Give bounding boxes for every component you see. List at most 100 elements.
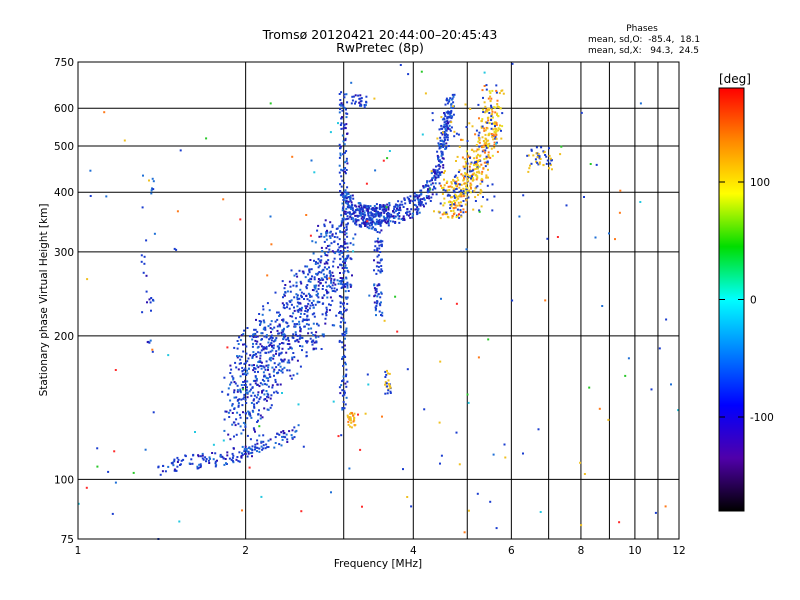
scatter-point [150, 309, 152, 312]
scatter-point [231, 459, 234, 462]
scatter-point [359, 204, 362, 206]
scatter-point [325, 238, 328, 241]
scatter-point [344, 189, 347, 192]
scatter-point [323, 275, 326, 278]
scatter-point [343, 212, 346, 215]
scatter-point [262, 347, 265, 350]
scatter-point [343, 226, 346, 229]
scatter-point [307, 279, 310, 282]
scatter-point [340, 251, 343, 254]
scatter-point [284, 284, 287, 286]
scatter-point [382, 159, 385, 162]
scatter-point [283, 432, 286, 434]
scatter-point [375, 314, 377, 317]
scatter-point [339, 295, 342, 298]
scatter-point [314, 241, 317, 244]
scatter-point [343, 270, 346, 273]
scatter-point [227, 387, 230, 390]
scatter-point [440, 150, 443, 153]
scatter-point [386, 203, 389, 206]
x-tick-label: 6 [508, 545, 515, 557]
scatter-point [364, 221, 367, 224]
scatter-point [341, 357, 343, 360]
scatter-point [251, 451, 254, 454]
scatter-point [348, 212, 351, 214]
scatter-point [199, 465, 202, 467]
scatter-point [324, 219, 327, 222]
scatter-point [425, 195, 428, 197]
scatter-point [249, 452, 252, 455]
scatter-point [459, 193, 462, 196]
scatter-point [295, 281, 298, 284]
scatter-point [382, 205, 385, 207]
scatter-point [351, 213, 354, 215]
scatter-point [263, 335, 266, 338]
scatter-point [255, 377, 258, 380]
scatter-point [312, 322, 315, 325]
scatter-point [246, 450, 249, 453]
scatter-point [487, 168, 489, 171]
scatter-point [442, 131, 444, 134]
scatter-point [474, 196, 477, 199]
scatter-point [344, 382, 347, 385]
scatter-point [333, 240, 336, 243]
scatter-point [464, 160, 467, 163]
scatter-point [344, 139, 347, 142]
scatter-point [472, 190, 475, 193]
scatter-point [346, 284, 349, 287]
scatter-point [230, 368, 233, 371]
scatter-point [289, 374, 292, 377]
scatter-point [289, 315, 292, 318]
scatter-point [339, 250, 342, 252]
scatter-point [478, 210, 481, 213]
scatter-point [244, 412, 247, 415]
scatter-point [254, 448, 256, 451]
scatter-point [311, 313, 314, 316]
scatter-point [284, 335, 287, 338]
scatter-point [317, 296, 320, 299]
scatter-point [280, 370, 283, 372]
scatter-point [331, 271, 334, 274]
scatter-point [456, 185, 458, 188]
scatter-point [322, 335, 325, 338]
scatter-point [201, 452, 204, 455]
scatter-point [450, 205, 453, 208]
scatter-point [618, 521, 621, 524]
scatter-point [522, 194, 525, 197]
scatter-point [259, 382, 262, 385]
scatter-point [324, 281, 327, 284]
scatter-point [363, 104, 366, 106]
scatter-point [253, 394, 256, 397]
scatter-point [378, 247, 381, 250]
scatter-point [481, 125, 484, 128]
scatter-point [384, 381, 387, 384]
scatter-point [274, 381, 277, 383]
scatter-point [364, 214, 367, 217]
scatter-point [347, 416, 350, 419]
scatter-point [239, 391, 242, 394]
scatter-point [339, 108, 341, 111]
scatter-point [252, 427, 255, 430]
scatter-point [325, 314, 328, 317]
scatter-point [316, 262, 319, 265]
scatter-point [319, 261, 322, 264]
scatter-point [310, 327, 313, 330]
scatter-point [279, 383, 282, 386]
scatter-point [260, 345, 263, 348]
scatter-point [316, 273, 319, 276]
scatter-point [159, 473, 162, 476]
scatter-point [287, 359, 290, 362]
scatter-point [383, 319, 386, 322]
scatter-point [484, 105, 487, 108]
scatter-point [236, 355, 238, 358]
scatter-point [438, 159, 441, 162]
scatter-point [475, 150, 478, 153]
scatter-point [351, 209, 354, 212]
scatter-point [236, 411, 239, 414]
scatter-point [489, 156, 492, 159]
scatter-point [499, 124, 501, 127]
scatter-point [485, 174, 488, 177]
scatter-point [339, 183, 342, 186]
scatter-point [419, 204, 422, 207]
scatter-point [373, 210, 376, 212]
